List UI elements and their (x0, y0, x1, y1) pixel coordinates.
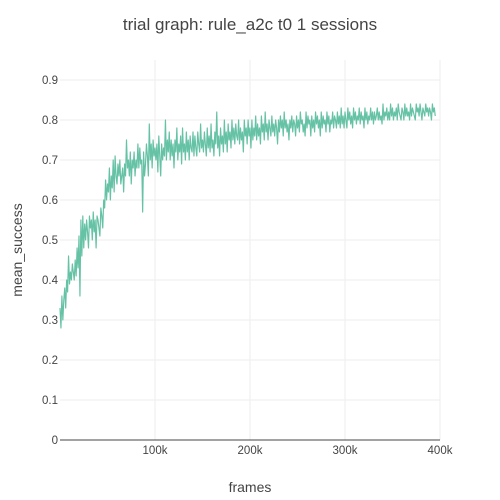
y-tick-label: 0.9 (42, 75, 58, 87)
y-tick-label: 0 (52, 435, 58, 447)
x-tick-labels: 100k 200k 300k 400k (143, 445, 453, 457)
x-tick-label: 400k (428, 445, 453, 457)
chart-title: trial graph: rule_a2c t0 1 sessions (123, 15, 377, 34)
y-tick-label: 0.4 (42, 275, 59, 287)
y-tick-label: 0.6 (42, 195, 58, 207)
y-tick-label: 0.3 (42, 315, 58, 327)
x-tick-label: 100k (143, 445, 168, 457)
series-line (59, 103, 436, 329)
y-tick-labels: 0 0.1 0.2 0.3 0.4 0.5 0.6 0.7 0.8 0.9 (42, 75, 59, 447)
gridlines (60, 60, 441, 440)
y-tick-label: 0.1 (42, 395, 58, 407)
y-tick-label: 0.7 (42, 155, 58, 167)
y-tick-label: 0.2 (42, 355, 58, 367)
y-tick-label: 0.8 (42, 115, 58, 127)
y-axis-label: mean_success (9, 203, 25, 296)
x-tick-label: 200k (238, 445, 263, 457)
x-tick-label: 300k (333, 445, 358, 457)
x-axis-label: frames (229, 479, 272, 495)
y-tick-label: 0.5 (42, 235, 58, 247)
